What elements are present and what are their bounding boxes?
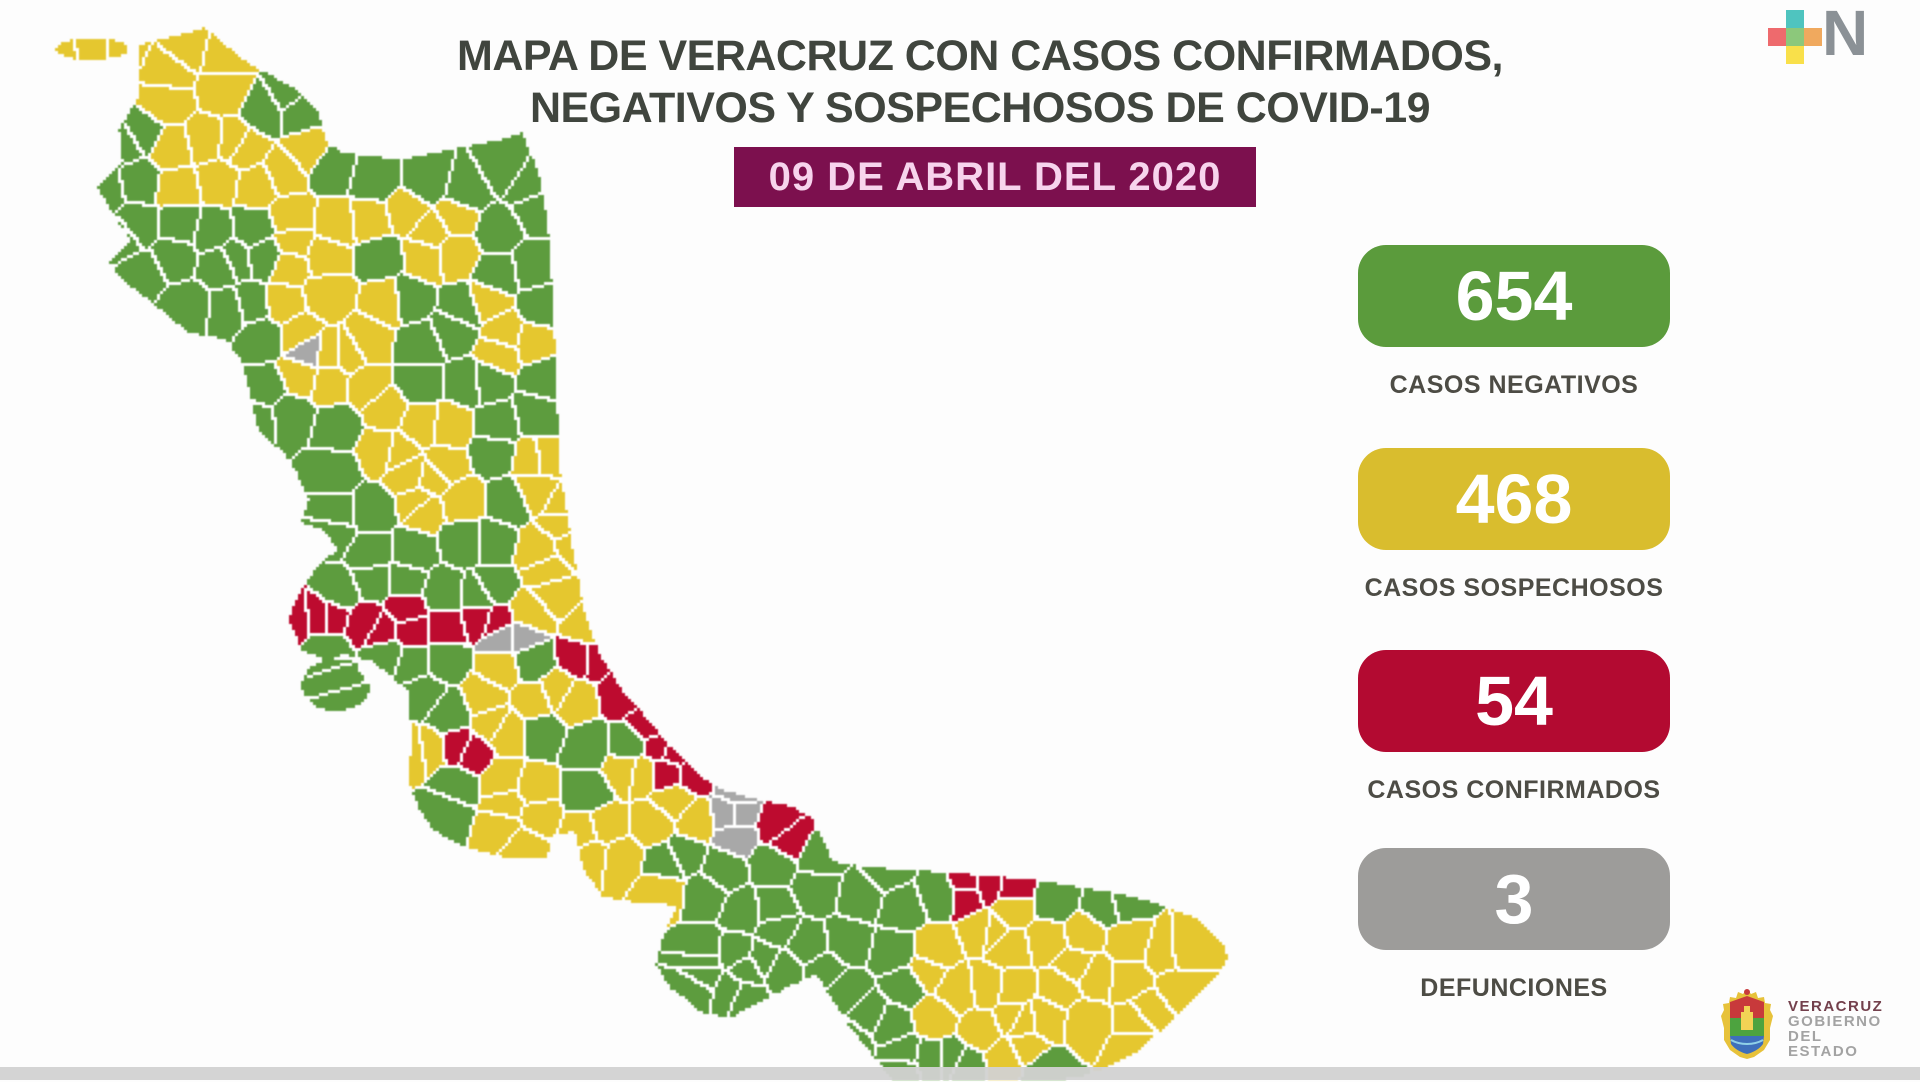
date-banner: 09 DE ABRIL DEL 2020 [734, 147, 1256, 207]
page-title-line1: MAPA DE VERACRUZ CON CASOS CONFIRMADOS, [457, 32, 1503, 80]
gov-logo-line3: DEL ESTADO [1788, 1028, 1859, 1060]
stat-negative-cases: 654 CASOS NEGATIVOS [1358, 245, 1670, 400]
plus-icon-square-teal [1786, 10, 1804, 28]
page-title-line2: NEGATIVOS Y SOSPECHOSOS DE COVID-19 [529, 84, 1431, 132]
gov-logo-line2: GOBIERNO [1788, 1013, 1882, 1030]
plus-icon-square-green [1786, 28, 1804, 46]
stat-pill-suspected: 468 [1358, 448, 1670, 550]
page-title: MAPA DE VERACRUZ CON CASOS CONFIRMADOS, … [360, 30, 1600, 134]
plus-icon-square-orange [1804, 28, 1822, 46]
plus-icon-square-yellow [1786, 46, 1804, 64]
stat-confirmed-cases: 54 CASOS CONFIRMADOS [1358, 650, 1670, 805]
plus-n-brand-logo: N [1768, 1, 1878, 66]
stat-label-negative: CASOS NEGATIVOS [1389, 371, 1639, 399]
gov-logo-state-name: VERACRUZ [1788, 998, 1884, 1015]
stat-label-confirmed: CASOS CONFIRMADOS [1367, 776, 1661, 804]
stat-deaths: 3 DEFUNCIONES [1358, 848, 1670, 1003]
stat-pill-confirmed: 54 [1358, 650, 1670, 752]
video-player-bar [0, 1067, 1920, 1080]
stat-pill-negative: 654 [1358, 245, 1670, 347]
veracruz-coat-of-arms-icon [1721, 989, 1773, 1059]
plus-icon-square-coral [1768, 28, 1786, 46]
stat-pill-deaths: 3 [1358, 848, 1670, 950]
brand-n-letter: N [1822, 0, 1869, 69]
stat-label-deaths: DEFUNCIONES [1420, 974, 1608, 1002]
stat-suspected-cases: 468 CASOS SOSPECHOSOS [1358, 448, 1670, 603]
veracruz-government-logo: VERACRUZ GOBIERNO DEL ESTADO [1718, 986, 1898, 1064]
stat-label-suspected: CASOS SOSPECHOSOS [1364, 574, 1664, 602]
